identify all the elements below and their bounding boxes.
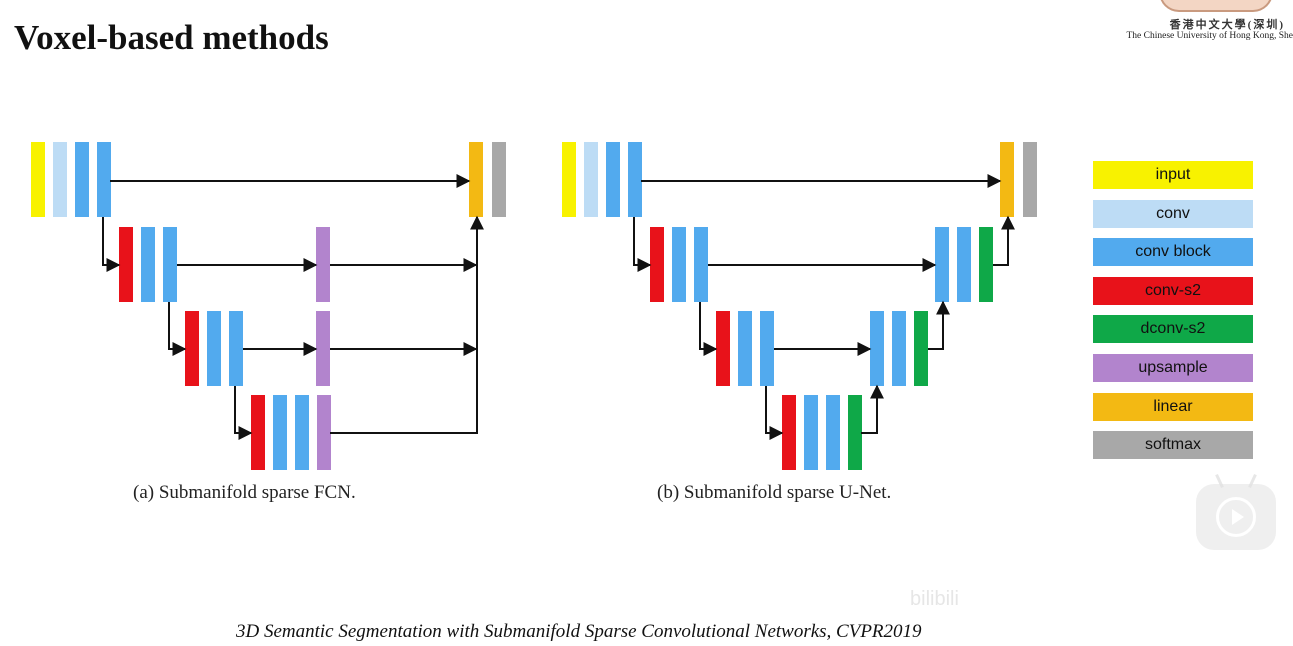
unet-arrow-up-1 bbox=[993, 215, 1015, 266]
fcn-block-conv-block bbox=[141, 227, 155, 302]
fcn-block-conv-block bbox=[273, 395, 287, 470]
unet-block-conv-block bbox=[826, 395, 840, 470]
play-button[interactable] bbox=[1196, 474, 1276, 550]
unet-block-conv-block bbox=[957, 227, 971, 302]
unet-block-conv-block bbox=[804, 395, 818, 470]
legend-conv-block: conv block bbox=[1093, 238, 1253, 267]
fcn-block-conv-block bbox=[75, 142, 89, 217]
unet-block-conv-block bbox=[672, 227, 686, 302]
fcn-arrow-down-2 bbox=[168, 302, 187, 356]
unet-block-conv-block bbox=[870, 311, 884, 386]
fcn-diagram bbox=[31, 142, 506, 470]
unet-arrow-down-2 bbox=[699, 302, 718, 356]
fcn-block-conv-s2 bbox=[119, 227, 133, 302]
fcn-block-conv-s2 bbox=[251, 395, 265, 470]
unet-block-conv-block bbox=[935, 227, 949, 302]
unet-block-dconv-s2 bbox=[979, 227, 993, 302]
unet-block-conv-block bbox=[892, 311, 906, 386]
unet-block-conv-block bbox=[628, 142, 642, 217]
unet-block-conv-s2 bbox=[716, 311, 730, 386]
unet-block-softmax bbox=[1023, 142, 1037, 217]
fcn-block-conv-block bbox=[207, 311, 221, 386]
unet-block-conv-block bbox=[606, 142, 620, 217]
fcn-arrow-3-up bbox=[330, 215, 484, 434]
legend-conv-s2: conv-s2 bbox=[1093, 276, 1253, 305]
fcn-block-conv-block bbox=[295, 395, 309, 470]
fcn-block-softmax bbox=[492, 142, 506, 217]
fcn-block-upsample bbox=[317, 395, 331, 470]
fcn-block-conv-block bbox=[97, 142, 111, 217]
unet-block-dconv-s2 bbox=[914, 311, 928, 386]
legend-linear: linear bbox=[1093, 392, 1253, 421]
unet-block-conv-block bbox=[738, 311, 752, 386]
unet-caption: (b) Submanifold sparse U-Net. bbox=[657, 482, 892, 503]
fcn-arrow-down-1 bbox=[102, 217, 121, 272]
legend: input conv conv block conv-s2 dconv-s2 upsamp… bbox=[1093, 161, 1253, 470]
unet-block-conv-s2 bbox=[650, 227, 664, 302]
unet-block-conv-s2 bbox=[782, 395, 796, 470]
fcn-block-upsample bbox=[316, 311, 330, 386]
legend-dconv-s2: dconv-s2 bbox=[1093, 315, 1253, 344]
fcn-block-conv-s2 bbox=[185, 311, 199, 386]
unet-arrow-up-2 bbox=[928, 300, 950, 350]
legend-input: input bbox=[1093, 161, 1253, 189]
fcn-block-conv bbox=[53, 142, 67, 217]
university-logo: 香港中文大學(深圳) The Chinese University of Hon… bbox=[1123, 0, 1293, 48]
unet-block-conv-block bbox=[760, 311, 774, 386]
unet-arrow-up-3 bbox=[861, 384, 884, 434]
fcn-block-upsample bbox=[316, 227, 330, 302]
unet-block-linear bbox=[1000, 142, 1014, 217]
unet-block-conv-block bbox=[694, 227, 708, 302]
fcn-block-conv-block bbox=[229, 311, 243, 386]
legend-softmax: softmax bbox=[1093, 431, 1253, 460]
fcn-arrow-down-3 bbox=[234, 386, 253, 440]
legend-upsample: upsample bbox=[1093, 353, 1253, 382]
unet-block-dconv-s2 bbox=[848, 395, 862, 470]
watermark: bilibili bbox=[910, 588, 959, 610]
play-icon bbox=[1216, 497, 1256, 537]
citation: 3D Semantic Segmentation with Submanifol… bbox=[236, 621, 922, 642]
unet-diagram bbox=[562, 142, 1037, 470]
fcn-block-input bbox=[31, 142, 45, 217]
unet-block-conv bbox=[584, 142, 598, 217]
fcn-block-conv-block bbox=[163, 227, 177, 302]
page-title: Voxel-based methods bbox=[14, 18, 329, 57]
logo-chinese-text: 香港中文大學(深圳) bbox=[1169, 19, 1285, 31]
logo-english-text: The Chinese University of Hong Kong, She bbox=[1126, 31, 1293, 41]
fcn-block-linear bbox=[469, 142, 483, 217]
unet-arrow-down-1 bbox=[633, 217, 652, 272]
unet-arrow-down-3 bbox=[765, 386, 784, 440]
legend-conv: conv bbox=[1093, 199, 1253, 228]
fcn-caption: (a) Submanifold sparse FCN. bbox=[133, 482, 356, 503]
unet-block-input bbox=[562, 142, 576, 217]
